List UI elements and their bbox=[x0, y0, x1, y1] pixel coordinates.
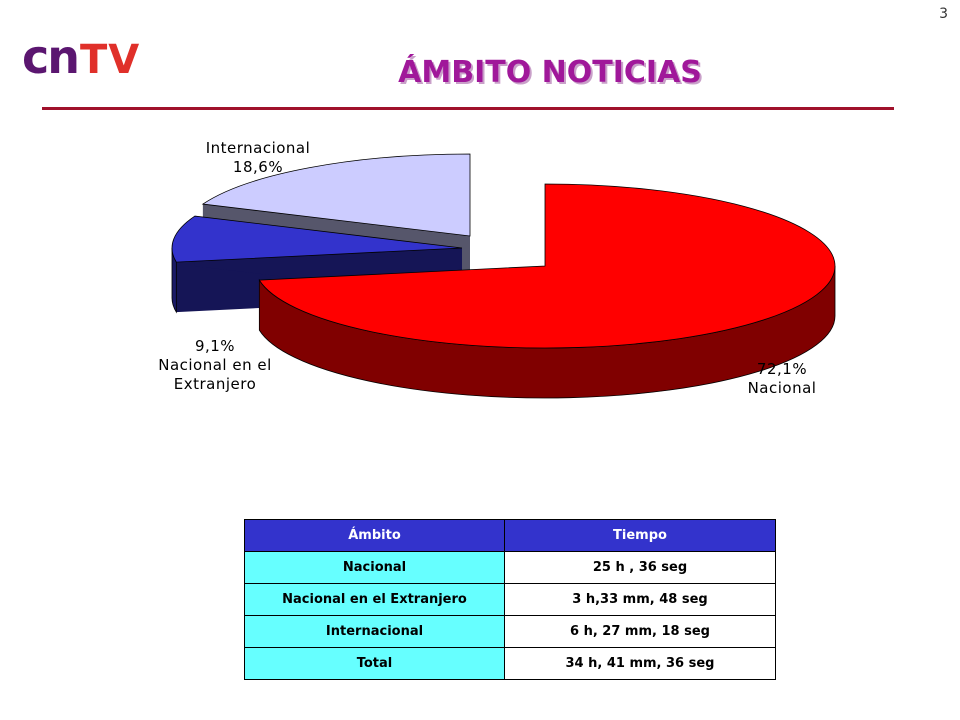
table-row: Nacional en el Extranjero 3 h,33 mm, 48 … bbox=[244, 583, 776, 616]
cell-tiempo: 34 h, 41 mm, 36 seg bbox=[504, 647, 776, 680]
cell-ambito: Nacional en el Extranjero bbox=[244, 583, 505, 616]
cell-tiempo: 6 h, 27 mm, 18 seg bbox=[504, 615, 776, 648]
label-extranjero-name-1: Nacional en el bbox=[158, 356, 272, 374]
time-table: Ámbito Tiempo Nacional 25 h , 36 seg Nac… bbox=[244, 519, 776, 680]
cell-ambito: Nacional bbox=[244, 551, 505, 584]
page-title: ÁMBITO NOTICIAS bbox=[398, 55, 702, 90]
logo-cn: cn bbox=[22, 30, 80, 84]
pie-chart bbox=[171, 153, 836, 399]
pie-slice-internacional bbox=[201, 153, 471, 237]
label-internacional: Internacional 18,6% bbox=[178, 139, 338, 177]
label-extranjero-name-2: Extranjero bbox=[173, 375, 257, 393]
label-extranjero-pct: 9,1% bbox=[194, 337, 236, 355]
pie-slice-nacional bbox=[258, 183, 836, 349]
label-nacional-pct: 72,1% bbox=[756, 360, 808, 378]
label-extranjero: 9,1% Nacional en el Extranjero bbox=[140, 337, 290, 394]
cell-ambito: Total bbox=[244, 647, 505, 680]
header-ambito: Ámbito bbox=[244, 519, 505, 552]
title-divider bbox=[42, 107, 894, 110]
header-tiempo: Tiempo bbox=[504, 519, 776, 552]
pie-slice-nacional-en-el-extranjero bbox=[171, 215, 463, 263]
label-internacional-pct: 18,6% bbox=[232, 158, 284, 176]
table-row: Internacional 6 h, 27 mm, 18 seg bbox=[244, 615, 776, 648]
cell-tiempo: 3 h,33 mm, 48 seg bbox=[504, 583, 776, 616]
logo-tv: TV bbox=[80, 37, 141, 83]
page-number: 3 bbox=[939, 6, 948, 22]
label-nacional: 72,1% Nacional bbox=[722, 360, 842, 398]
table-row: Nacional 25 h , 36 seg bbox=[244, 551, 776, 584]
label-internacional-name: Internacional bbox=[205, 139, 311, 157]
label-nacional-name: Nacional bbox=[747, 379, 817, 397]
cntv-logo: cnTV bbox=[22, 30, 140, 84]
cell-tiempo: 25 h , 36 seg bbox=[504, 551, 776, 584]
table-row: Total 34 h, 41 mm, 36 seg bbox=[244, 647, 776, 680]
cell-ambito: Internacional bbox=[244, 615, 505, 648]
table-header-row: Ámbito Tiempo bbox=[244, 519, 776, 552]
